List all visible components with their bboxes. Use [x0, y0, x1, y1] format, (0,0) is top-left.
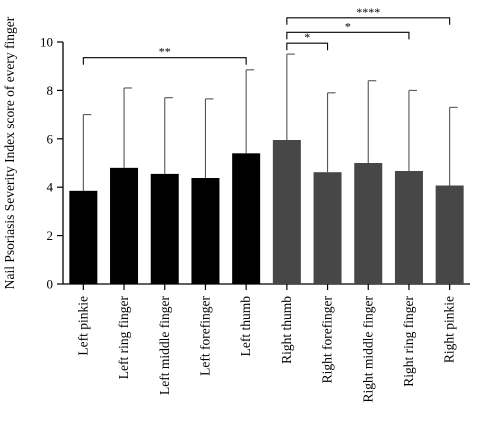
y-tick-label: 6	[47, 131, 54, 146]
bar	[394, 170, 423, 284]
x-tick-label: Right forefinger	[320, 296, 335, 384]
bar	[435, 185, 464, 284]
significance-bracket	[286, 17, 451, 25]
bar	[272, 140, 301, 284]
bar	[313, 172, 342, 284]
bar	[69, 190, 98, 284]
x-tick-label: Right pinkie	[442, 296, 457, 363]
x-tick-label: Right ring finger	[401, 296, 416, 387]
x-tick-label: Left ring finger	[116, 295, 131, 379]
labels: Nail Psoriasis Severity Index score of e…	[2, 16, 457, 402]
x-tick-label: Left thumb	[238, 296, 253, 357]
y-tick-label: 2	[47, 228, 54, 243]
error-bars	[82, 53, 458, 191]
x-tick-label: Left forefinger	[197, 295, 212, 375]
x-tick-label: Left middle finger	[157, 296, 172, 395]
bar	[354, 163, 383, 284]
y-axis-label: Nail Psoriasis Severity Index score of e…	[2, 16, 17, 289]
significance-label: *	[304, 30, 310, 44]
significance-bracket	[82, 57, 247, 65]
y-tick-label: 10	[40, 35, 53, 50]
y-tick-label: 0	[47, 277, 54, 292]
y-tick-label: 8	[47, 83, 54, 98]
x-tick-label: Right thumb	[279, 296, 294, 364]
x-tick-label: Left pinkie	[75, 296, 90, 356]
significance-label: ****	[356, 5, 380, 19]
x-tick-label: Right middle finger	[360, 295, 375, 402]
significance-label: **	[159, 45, 171, 59]
bar	[191, 178, 220, 284]
bar	[110, 167, 139, 284]
significance-bracket	[286, 42, 329, 51]
bars	[69, 140, 464, 284]
bar	[150, 173, 179, 284]
significance-label: *	[345, 19, 351, 33]
y-tick-label: 4	[47, 180, 54, 195]
significance-bracket	[286, 31, 410, 40]
significance-brackets: ********	[82, 5, 451, 65]
bar	[232, 153, 261, 284]
